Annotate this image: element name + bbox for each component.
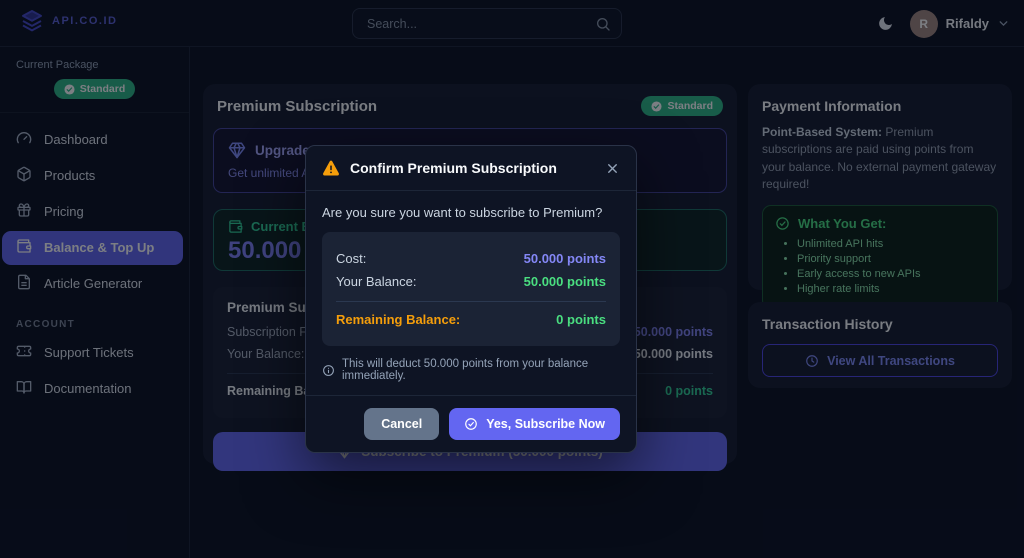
cancel-button[interactable]: Cancel	[364, 408, 440, 440]
confirm-subscription-modal: Confirm Premium Subscription Are you sur…	[305, 145, 637, 453]
confirm-subscribe-button[interactable]: Yes, Subscribe Now	[449, 408, 620, 440]
modal-balance-row: Your Balance: 50.000 points	[336, 274, 606, 289]
check-circle-icon	[464, 417, 478, 431]
modal-title: Confirm Premium Subscription	[350, 160, 557, 176]
modal-cost-row: Cost: 50.000 points	[336, 251, 606, 266]
modal-remaining-row: Remaining Balance: 0 points	[336, 312, 606, 327]
divider	[336, 301, 606, 302]
close-icon[interactable]	[605, 161, 620, 176]
modal-summary-panel: Cost: 50.000 points Your Balance: 50.000…	[322, 232, 620, 346]
modal-note: This will deduct 50.000 points from your…	[322, 358, 620, 382]
modal-question: Are you sure you want to subscribe to Pr…	[322, 205, 603, 220]
info-icon	[322, 364, 335, 377]
warning-triangle-icon	[322, 159, 340, 177]
